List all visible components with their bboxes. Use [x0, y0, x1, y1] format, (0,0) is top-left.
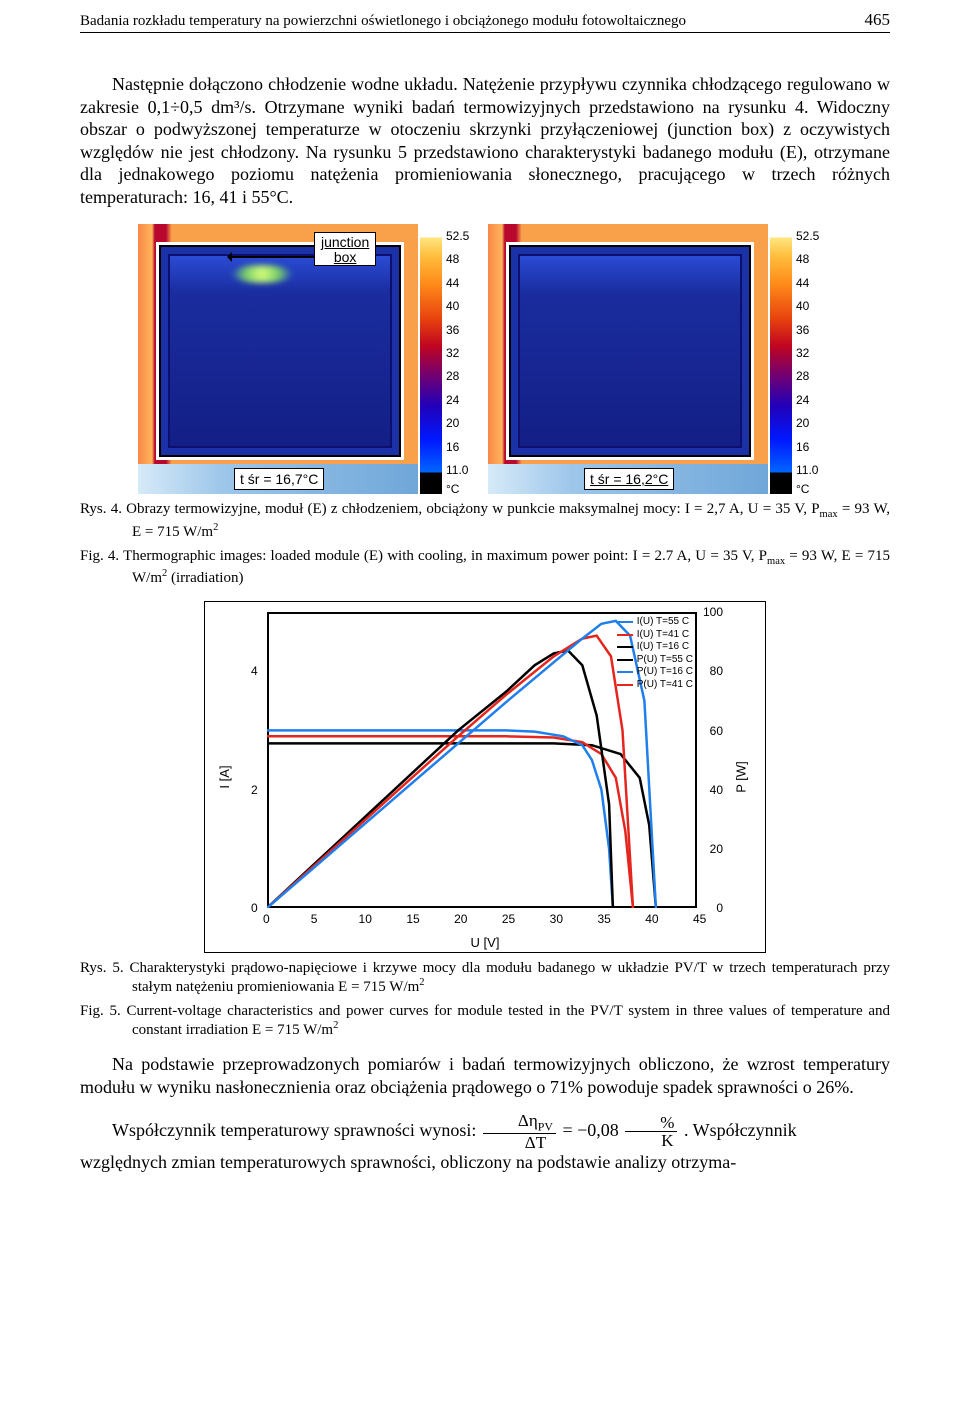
colorbar-right: 52.548444036322824201611.0°C [770, 224, 792, 494]
colorbar-left: 52.548444036322824201611.0°C [420, 224, 442, 494]
avg-temp-left: t śr = 16,7°C [234, 468, 324, 490]
fraction-unit: % K [625, 1114, 677, 1149]
paragraph-tail: względnych zmian temperaturowych sprawno… [80, 1151, 890, 1174]
running-head: Badania rozkładu temperatury na powierzc… [80, 10, 890, 33]
junction-box-label: junctionbox [314, 232, 376, 266]
thermal-right: t śr = 16,2°C 52.548444036322824201611.0… [488, 224, 832, 494]
main-paragraph: Następnie dołączono chłodzenie wodne ukł… [80, 73, 890, 208]
y-axis-right-label: P [W] [734, 761, 749, 793]
coefficient-paragraph: Współczynnik temperaturowy sprawności wy… [80, 1112, 890, 1151]
running-title: Badania rozkładu temperatury na powierzc… [80, 13, 686, 30]
junction-box-hotspot [232, 265, 292, 283]
figure-4: junctionbox t śr = 16,7°C 52.54844403632… [80, 224, 890, 494]
colorbar-right-ticks: 52.548444036322824201611.0°C [796, 224, 836, 494]
fraction-eta: ΔηPV ΔT [483, 1112, 556, 1151]
page-number: 465 [847, 10, 891, 30]
legend: I(U) T=55 CI(U) T=41 CI(U) T=16 CP(U) T=… [617, 616, 693, 691]
thermal-image-left: junctionbox t śr = 16,7°C [138, 224, 418, 494]
panel-frame [156, 242, 404, 460]
colorbar-left-ticks: 52.548444036322824201611.0°C [446, 224, 486, 494]
caption-rys-4: Rys. 4. Obrazy termowizyjne, moduł (E) z… [80, 500, 890, 541]
paragraph-after-fig5: Na podstawie przeprowadzonych pomiarów i… [80, 1053, 890, 1098]
x-axis-label: U [V] [471, 935, 500, 950]
thermal-image-right: t śr = 16,2°C [488, 224, 768, 494]
junction-box-arrow-icon [228, 256, 318, 258]
figure-5: I(U) T=55 CI(U) T=41 CI(U) T=16 CP(U) T=… [204, 601, 766, 953]
y-axis-left-label: I [A] [217, 766, 232, 789]
page: Badania rozkładu temperatury na powierzc… [0, 0, 960, 1204]
avg-temp-right: t śr = 16,2°C [584, 468, 674, 490]
panel-frame [506, 242, 754, 460]
caption-rys-5: Rys. 5. Charakterystyki prądowo-napięcio… [80, 959, 890, 996]
caption-fig-5: Fig. 5. Current-voltage characteristics … [80, 1002, 890, 1039]
thermal-left: junctionbox t śr = 16,7°C 52.54844403632… [138, 224, 482, 494]
caption-fig-4: Fig. 4. Thermographic images: loaded mod… [80, 547, 890, 588]
